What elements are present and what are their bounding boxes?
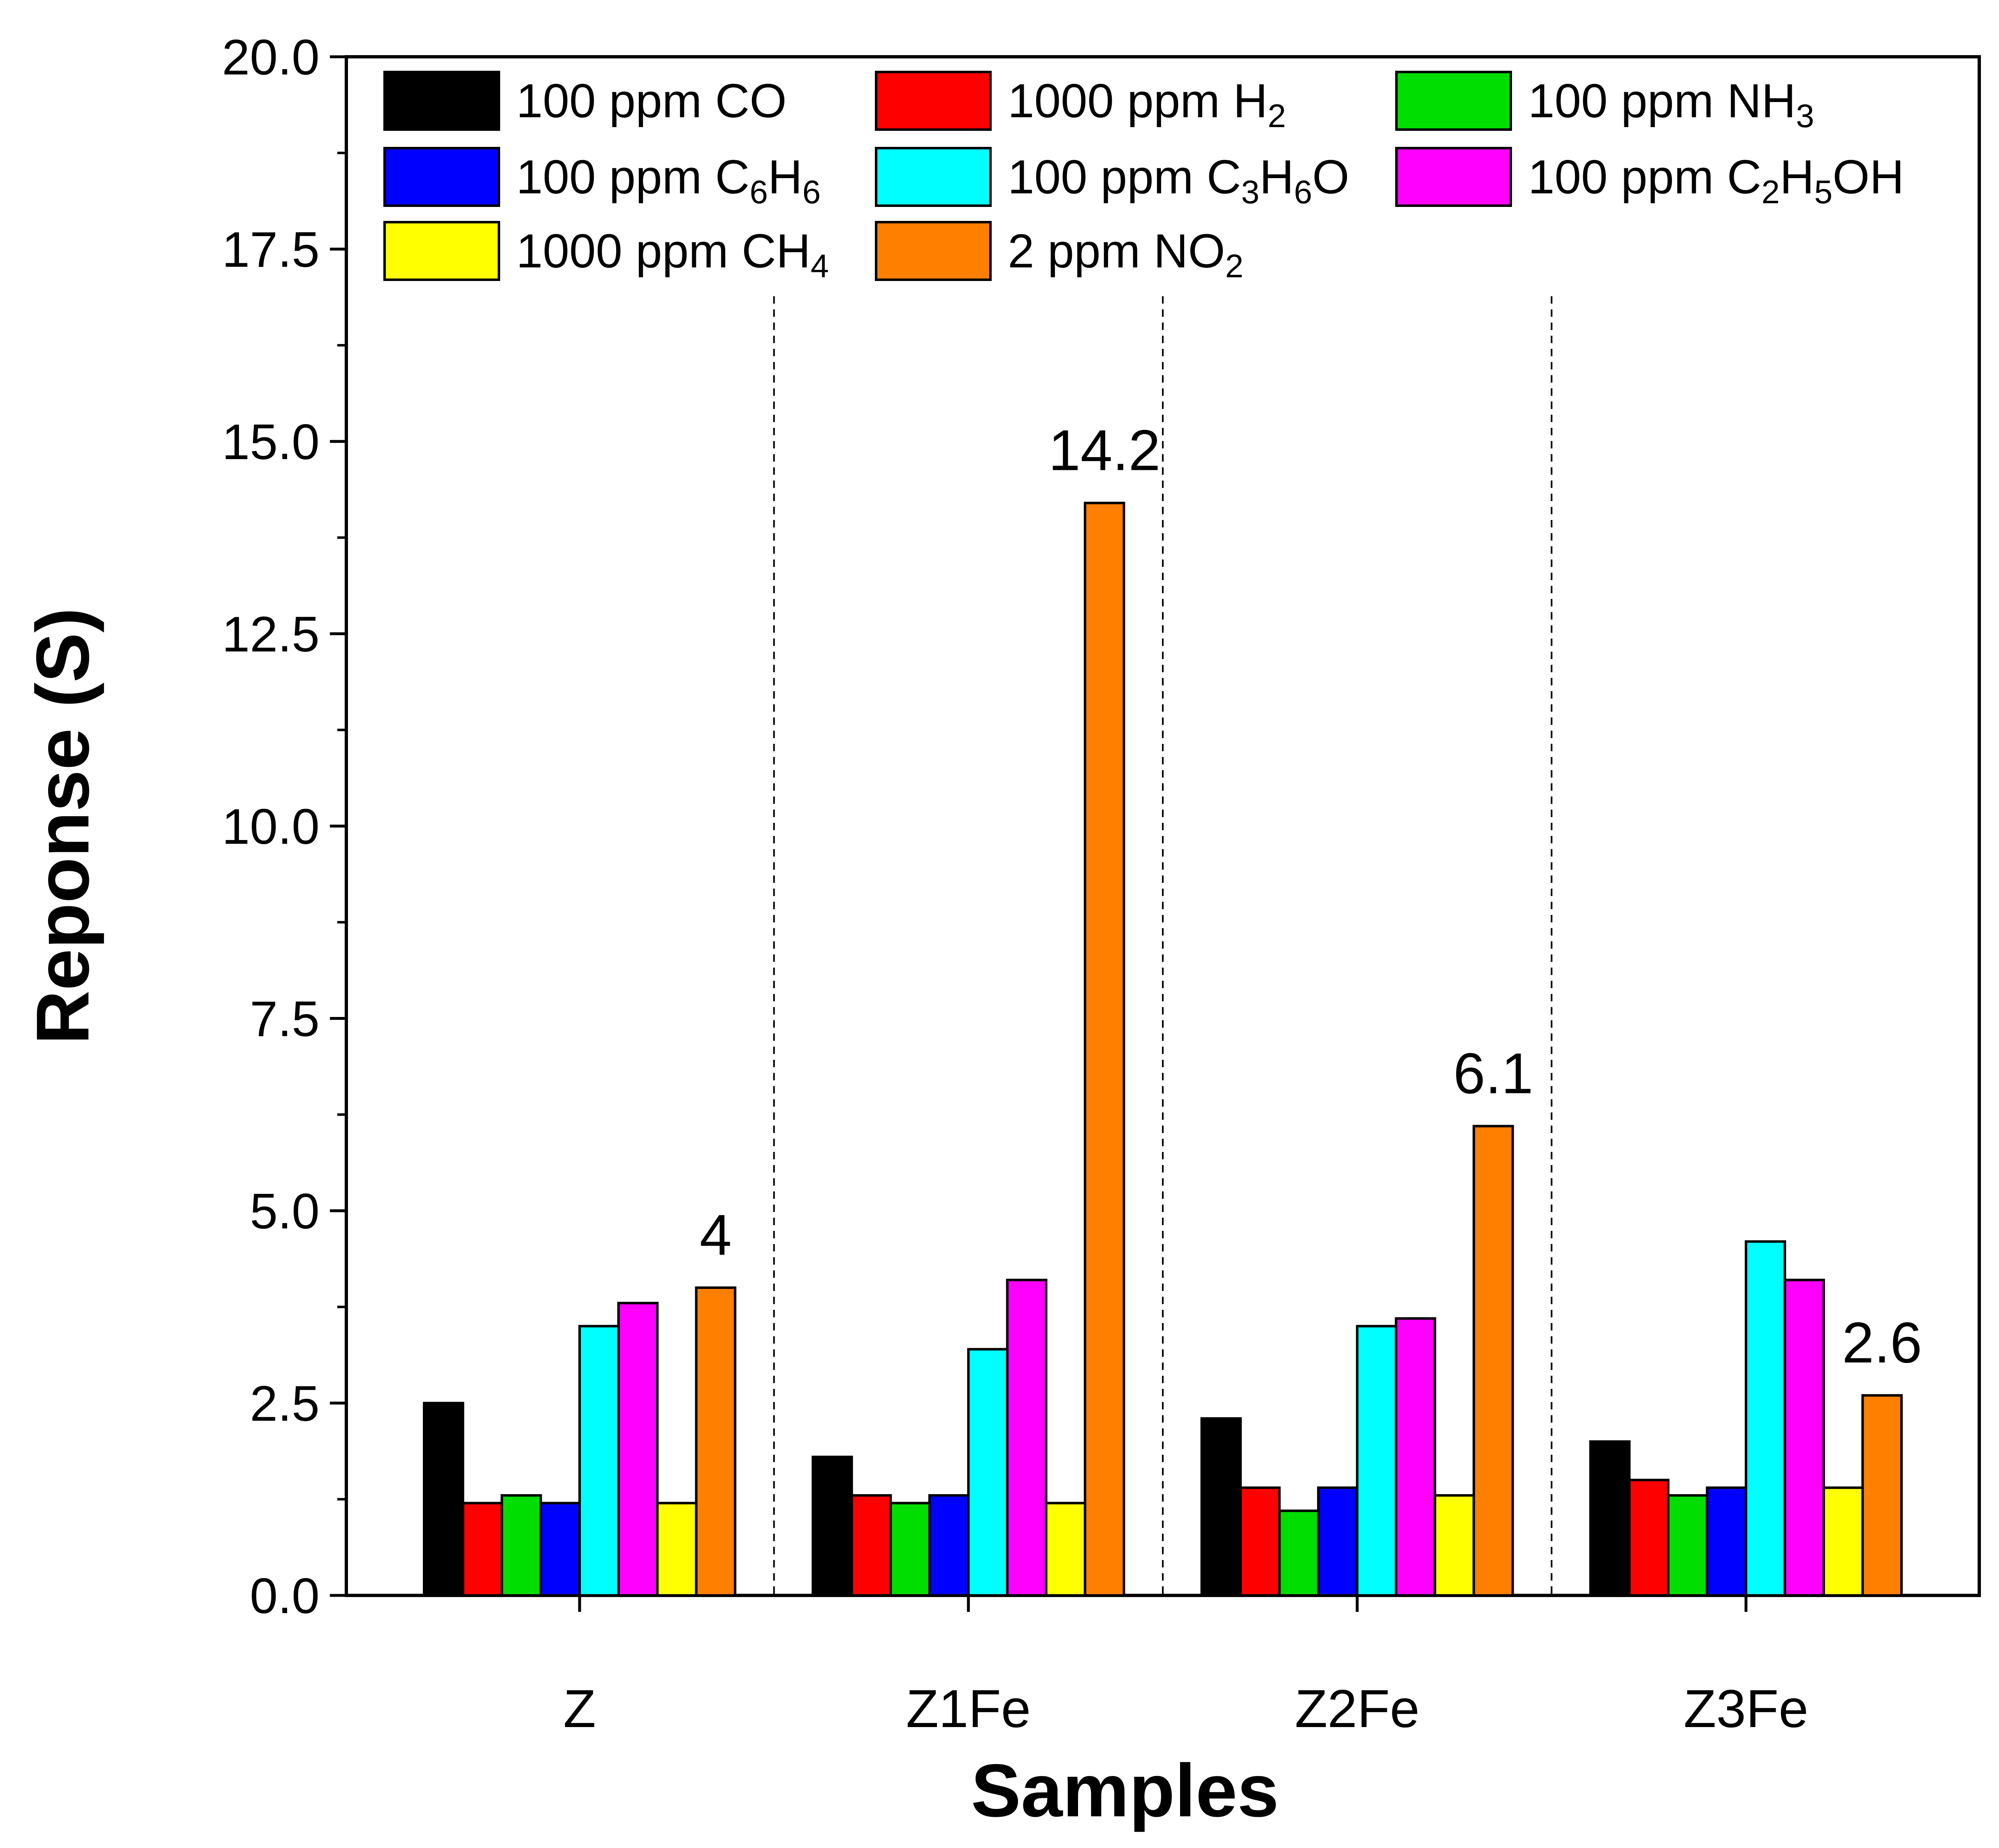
bar <box>578 1325 620 1597</box>
bar <box>1861 1394 1903 1597</box>
data-label: 14.2 <box>1048 418 1160 483</box>
bar <box>461 1502 503 1597</box>
bar <box>1628 1479 1670 1597</box>
bar <box>1433 1494 1475 1597</box>
legend-item: 100 ppm C3H6O <box>875 147 1349 210</box>
y-tick-label: 10.0 <box>222 799 320 854</box>
legend-swatch <box>1395 71 1512 131</box>
legend-label: 100 ppm C3H6O <box>1008 150 1349 210</box>
bar <box>1317 1486 1359 1597</box>
bar <box>656 1502 698 1597</box>
bar <box>967 1348 1009 1597</box>
bar <box>617 1302 659 1597</box>
bar <box>695 1286 737 1597</box>
bar <box>1239 1486 1281 1597</box>
x-category-label: Z1Fe <box>906 1679 1031 1739</box>
legend: 100 ppm CO 1000 ppm H2 100 ppm NH3 100 ppm … <box>383 71 1904 284</box>
legend-label: 1000 ppm CH4 <box>516 224 829 284</box>
legend-item: 100 ppm C6H6 <box>383 147 821 210</box>
bar <box>1706 1486 1747 1597</box>
legend-swatch <box>875 71 992 131</box>
bar <box>1045 1502 1086 1597</box>
bar <box>1744 1240 1786 1597</box>
legend-label: 100 ppm NH3 <box>1528 74 1814 134</box>
bar <box>1278 1509 1320 1597</box>
y-tick-label: 20.0 <box>222 29 320 85</box>
x-axis-title: Samples <box>971 1748 1279 1832</box>
bar <box>812 1456 853 1597</box>
legend-swatch <box>383 147 500 207</box>
legend-item: 2 ppm NO2 <box>875 221 1243 284</box>
legend-label: 2 ppm NO2 <box>1008 224 1243 284</box>
legend-swatch <box>383 221 500 281</box>
bar <box>850 1494 892 1597</box>
x-category-label: Z3Fe <box>1684 1679 1808 1739</box>
y-axis-title: Reponse (S) <box>21 608 104 1045</box>
legend-item: 100 ppm C2H5OH <box>1395 147 1904 210</box>
bar <box>1667 1494 1709 1597</box>
y-tick-label: 12.5 <box>222 606 320 662</box>
y-axis: 0.0 2.5 5.0 7.5 10.0 12.5 15.0 17.5 20.0 <box>222 29 346 1624</box>
data-label: 4 <box>700 1203 732 1267</box>
legend-item: 100 ppm CO <box>383 71 787 131</box>
bar <box>928 1494 970 1597</box>
y-tick-label: 17.5 <box>222 222 320 278</box>
bar <box>1783 1279 1825 1597</box>
bar <box>1356 1325 1398 1597</box>
data-labels: 4 14.2 6.1 2.6 <box>700 418 1922 1375</box>
legend-label: 100 ppm CO <box>516 74 787 128</box>
bar <box>539 1502 581 1597</box>
y-tick-label: 5.0 <box>250 1183 320 1239</box>
legend-swatch <box>1395 147 1512 207</box>
bar <box>1083 501 1125 1597</box>
y-tick-label: 2.5 <box>250 1376 320 1432</box>
x-axis: Z Z1Fe Z2Fe Z3Fe <box>563 1595 1809 1739</box>
y-tick-label: 15.0 <box>222 414 320 470</box>
bar <box>1473 1125 1514 1597</box>
x-category-label: Z <box>563 1679 596 1739</box>
legend-label: 100 ppm C6H6 <box>516 150 821 210</box>
x-category-label: Z2Fe <box>1295 1679 1419 1739</box>
bars <box>423 501 1903 1597</box>
data-label: 6.1 <box>1453 1041 1533 1105</box>
bar <box>1822 1486 1864 1597</box>
bar <box>1395 1317 1436 1597</box>
y-tick-label: 0.0 <box>250 1568 320 1624</box>
legend-swatch <box>383 71 500 131</box>
group-separators <box>773 296 1553 1595</box>
legend-item: 1000 ppm CH4 <box>383 221 829 284</box>
bar <box>423 1402 464 1597</box>
bar <box>1589 1440 1631 1597</box>
legend-swatch <box>875 147 992 207</box>
legend-item: 1000 ppm H2 <box>875 71 1286 134</box>
legend-swatch <box>875 221 992 281</box>
legend-label: 100 ppm C2H5OH <box>1528 150 1904 210</box>
data-label: 2.6 <box>1842 1310 1922 1375</box>
legend-item: 100 ppm NH3 <box>1395 71 1814 134</box>
bar <box>1200 1417 1242 1597</box>
y-tick-label: 7.5 <box>250 991 320 1047</box>
bar <box>889 1502 931 1597</box>
bar <box>501 1494 542 1597</box>
legend-label: 1000 ppm H2 <box>1008 74 1286 134</box>
bar <box>1006 1279 1048 1597</box>
